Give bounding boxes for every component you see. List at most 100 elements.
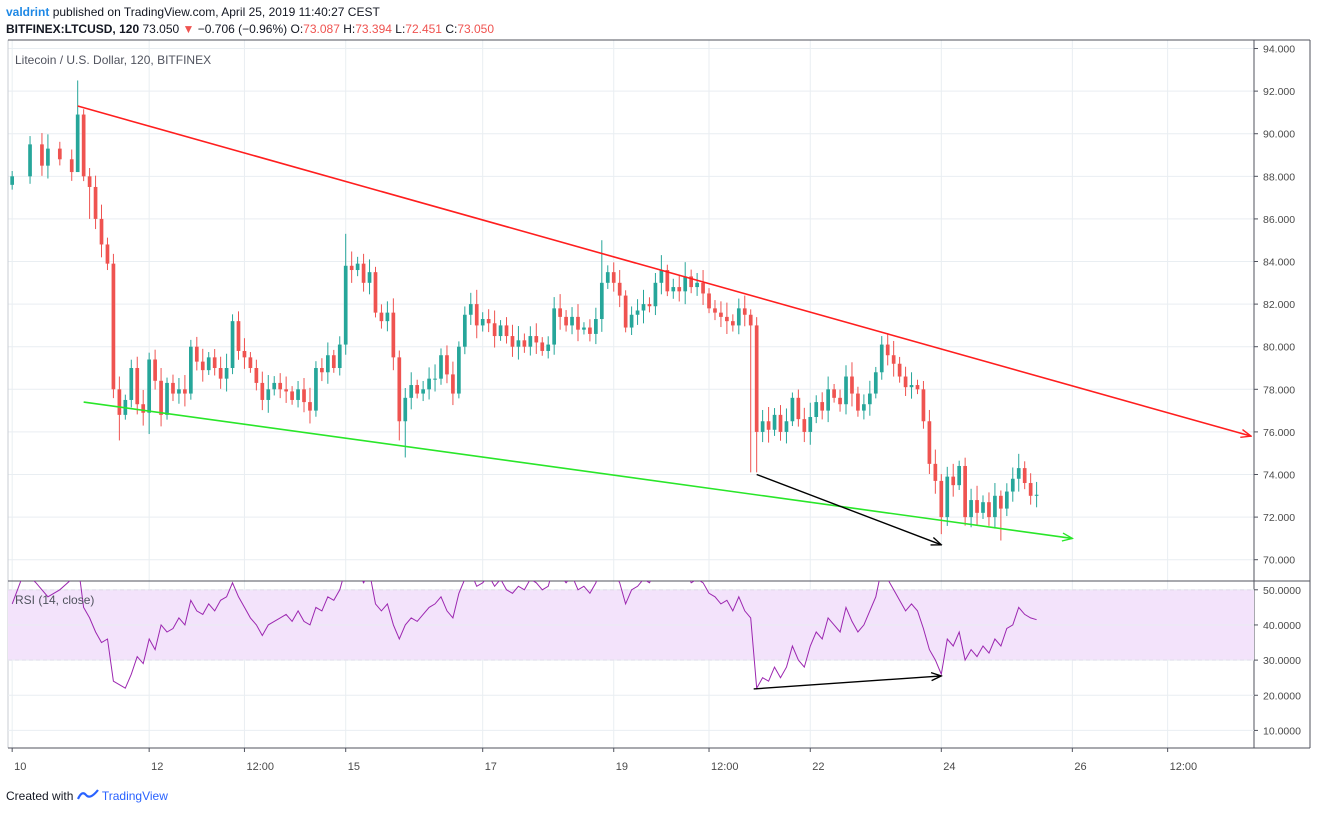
candle-body bbox=[81, 114, 86, 177]
candle-body bbox=[814, 402, 819, 417]
price-tick-label: 82.000 bbox=[1263, 299, 1295, 311]
candle-body bbox=[796, 397, 801, 420]
candle-body bbox=[224, 368, 229, 379]
candle-body bbox=[719, 312, 723, 317]
candle-body bbox=[629, 314, 634, 328]
candle-body bbox=[510, 336, 515, 347]
candle-body bbox=[1010, 478, 1015, 492]
price-tick-label: 88.000 bbox=[1263, 171, 1295, 183]
rsi-tick-label: 40.0000 bbox=[1263, 620, 1301, 632]
candle-body bbox=[588, 327, 592, 334]
candle-body bbox=[1022, 468, 1027, 484]
candle-body bbox=[302, 389, 306, 403]
candle-body bbox=[105, 244, 110, 264]
candle-body bbox=[337, 344, 342, 369]
candle-body bbox=[159, 380, 163, 415]
candle-body bbox=[844, 376, 848, 405]
candle-body bbox=[367, 272, 372, 283]
candle-body bbox=[957, 465, 962, 486]
author-name[interactable]: valdrint bbox=[6, 5, 50, 19]
candle-body bbox=[46, 148, 50, 166]
rsi-tick-label: 30.0000 bbox=[1263, 655, 1301, 667]
candle-body bbox=[766, 421, 771, 430]
rsi-line bbox=[11, 581, 1037, 690]
candle-body bbox=[462, 314, 467, 347]
candle-body bbox=[754, 325, 759, 432]
candle-body bbox=[802, 419, 807, 432]
candle-body bbox=[981, 502, 985, 513]
price-tick-label: 76.000 bbox=[1263, 427, 1295, 439]
price-tick-label: 78.000 bbox=[1263, 384, 1295, 396]
candle-body bbox=[951, 476, 956, 486]
candle-body bbox=[254, 368, 259, 383]
price-tick-label: 90.000 bbox=[1263, 129, 1295, 141]
price-tick-label: 94.000 bbox=[1263, 44, 1295, 56]
price-tick-label: 74.000 bbox=[1263, 470, 1295, 482]
candle-body bbox=[945, 476, 950, 518]
candle-body bbox=[111, 263, 116, 390]
candle-body bbox=[540, 342, 545, 351]
candle-body bbox=[564, 316, 568, 326]
candle-body bbox=[546, 344, 551, 351]
candle-body bbox=[212, 357, 217, 369]
candle-body bbox=[659, 270, 664, 283]
candle-body bbox=[999, 495, 1003, 509]
candle-body bbox=[665, 270, 670, 292]
price-tick-label: 80.000 bbox=[1263, 342, 1295, 354]
candle-body bbox=[748, 314, 753, 326]
candle-body bbox=[570, 316, 574, 326]
candle-body bbox=[498, 325, 503, 337]
candle-body bbox=[599, 282, 604, 320]
candle-body bbox=[647, 304, 652, 307]
candle-body bbox=[141, 404, 146, 413]
candle-body bbox=[325, 355, 330, 373]
candle-body bbox=[439, 355, 443, 379]
candle-body bbox=[987, 502, 991, 518]
candle-body bbox=[528, 336, 533, 347]
candle-body bbox=[891, 355, 896, 364]
candle-body bbox=[242, 350, 247, 358]
tradingview-brand[interactable]: TradingView bbox=[101, 789, 168, 803]
created-with-text: Created with bbox=[6, 789, 74, 803]
candle-body bbox=[355, 263, 360, 271]
price-tick-label: 72.000 bbox=[1263, 512, 1295, 524]
candle-body bbox=[826, 389, 830, 411]
candle-body bbox=[641, 304, 646, 311]
candles-group bbox=[10, 80, 1039, 541]
candle-body bbox=[873, 372, 878, 394]
candle-body bbox=[582, 327, 586, 330]
candle-body bbox=[361, 263, 366, 283]
candle-body bbox=[832, 389, 836, 398]
candle-body bbox=[183, 389, 187, 394]
candle-body bbox=[867, 393, 872, 405]
candle-body bbox=[713, 308, 717, 313]
candle-body bbox=[28, 144, 32, 177]
candle-body bbox=[820, 402, 825, 411]
candle-body bbox=[1034, 494, 1039, 496]
candle-body bbox=[850, 376, 854, 394]
candle-body bbox=[742, 308, 747, 315]
candle-body bbox=[457, 346, 461, 394]
candle-body bbox=[177, 389, 181, 394]
candle-body bbox=[558, 308, 562, 317]
candle-body bbox=[421, 389, 425, 394]
change-down-icon: ▼ bbox=[182, 22, 195, 36]
candle-body bbox=[969, 500, 973, 518]
candle-body bbox=[552, 308, 557, 345]
candle-body bbox=[427, 378, 431, 390]
candle-body bbox=[903, 376, 908, 388]
candle-body bbox=[677, 287, 682, 292]
candle-body bbox=[230, 321, 235, 369]
candle-body bbox=[534, 336, 539, 343]
candle-body bbox=[856, 393, 860, 411]
time-tick-label: 19 bbox=[616, 761, 628, 773]
candle-body bbox=[69, 159, 74, 173]
candle-body bbox=[689, 276, 694, 288]
close-value: 73.050 bbox=[457, 22, 495, 36]
resistance-trendline bbox=[77, 105, 1251, 436]
candle-body bbox=[153, 359, 157, 381]
time-tick-label: 12:00 bbox=[1170, 761, 1198, 773]
candle-body bbox=[409, 385, 414, 398]
price-tick-label: 86.000 bbox=[1263, 214, 1295, 226]
